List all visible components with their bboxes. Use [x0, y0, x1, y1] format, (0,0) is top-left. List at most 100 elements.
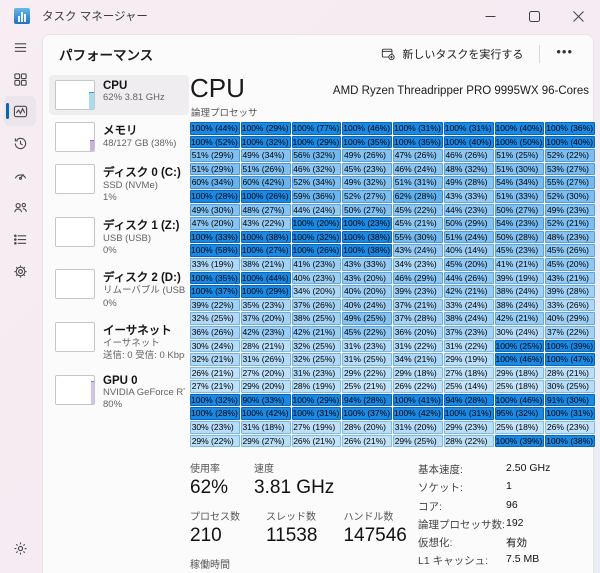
device-subtext: 62% 3.81 GHz: [103, 92, 165, 103]
logical-processor-cell-185: 29% (27%): [240, 434, 291, 448]
device-item-disk1[interactable]: ディスク 1 (Z:) USB (USB) 0%: [49, 212, 189, 263]
logical-processor-cell-17: 49% (34%): [240, 149, 291, 162]
stat-label: 使用率: [190, 464, 220, 476]
device-item-ethernet[interactable]: イーサネット イーサネット 送信: 0 受信: 0 Kbps: [49, 317, 189, 368]
logical-processor-cell-73: 100% (27%): [240, 244, 291, 257]
device-subtext: 0%: [103, 297, 117, 309]
logical-processor-cell-154: 28% (19%): [291, 380, 342, 393]
logical-processor-cell-44: 62% (28%): [393, 189, 443, 203]
logical-processor-cell-169: 100% (42%): [240, 407, 291, 421]
menu-icon[interactable]: [0, 32, 40, 62]
device-item-disk0[interactable]: ディスク 0 (C:) SSD (NVMe) 1%: [49, 159, 189, 210]
logical-processor-cell-96: 100% (37%): [190, 285, 240, 298]
logical-processor-cell-45: 43% (33%): [443, 189, 494, 203]
logical-processor-cell-22: 51% (25%): [494, 149, 545, 162]
logical-processor-cell-97: 100% (29%): [240, 285, 291, 298]
logical-processor-cell-34: 52% (34%): [291, 176, 342, 189]
processes-icon[interactable]: [0, 64, 40, 94]
logical-processor-cell-138: 32% (25%): [291, 353, 342, 366]
logical-processor-cell-141: 29% (19%): [443, 353, 494, 366]
users-icon[interactable]: [0, 192, 40, 222]
logical-processor-cell-21: 46% (26%): [443, 149, 494, 162]
logical-processor-cell-27: 45% (23%): [342, 162, 392, 176]
stat-稼働時間: 稼働時間0:07:24:40: [190, 556, 280, 573]
startup-apps-icon[interactable]: [0, 160, 40, 190]
titlebar: タスク マネージャー: [0, 0, 600, 32]
logical-processor-cell-12: 100% (35%): [393, 135, 443, 149]
logical-processor-cell-48: 49% (30%): [190, 203, 240, 217]
disk2-sparkline: [55, 269, 95, 300]
device-subtext: イーサネット: [103, 338, 160, 350]
logical-processor-cell-190: 100% (39%): [494, 434, 545, 448]
logical-processor-cell-28: 46% (24%): [393, 162, 443, 176]
logical-processor-cell-30: 51% (30%): [494, 162, 545, 176]
logical-processor-cell-181: 29% (23%): [443, 421, 494, 434]
device-item-memory[interactable]: メモリ 48/127 GB (38%): [49, 117, 189, 157]
logical-processor-cell-114: 38% (25%): [291, 312, 342, 325]
performance-icon[interactable]: [4, 96, 36, 126]
run-new-task-label: 新しいタスクを実行する: [402, 49, 524, 61]
logical-processor-cell-90: 40% (23%): [291, 271, 342, 285]
logical-processor-cell-165: 94% (28%): [443, 393, 494, 407]
logical-processor-cell-110: 38% (24%): [494, 298, 545, 312]
logical-processor-cell-64: 100% (33%): [190, 230, 240, 244]
close-icon[interactable]: [556, 0, 600, 32]
logical-processor-cell-153: 29% (20%): [240, 380, 291, 393]
logical-processor-cell-170: 100% (31%): [291, 407, 342, 421]
stat-速度: 速度 3.81 GHz: [254, 460, 334, 499]
logical-processor-cell-105: 35% (23%): [240, 298, 291, 312]
stat-label: 速度: [254, 464, 275, 476]
stat-label: ハンドル数: [343, 512, 394, 524]
header-divider: [539, 45, 541, 63]
detail-value: 7.5 MB: [506, 553, 540, 566]
services-icon[interactable]: [0, 256, 40, 286]
logical-processor-cell-85: 45% (20%): [443, 257, 494, 271]
logical-processor-cell-70: 50% (28%): [494, 230, 545, 244]
logical-processor-cell-3: 100% (46%): [342, 122, 392, 135]
logical-processors-label: 論理プロセッサ: [191, 108, 258, 119]
logical-processor-cell-132: 31% (22%): [393, 339, 443, 353]
logical-processor-cell-127: 37% (22%): [545, 325, 595, 339]
logical-processor-cell-177: 31% (18%): [240, 421, 291, 434]
settings-icon[interactable]: [0, 533, 40, 563]
logical-processor-cell-172: 100% (42%): [393, 407, 443, 421]
logical-processor-cell-128: 30% (24%): [190, 339, 240, 353]
logical-processor-cell-87: 45% (20%): [545, 257, 595, 271]
stat-プロセス数: プロセス数 210: [190, 508, 240, 547]
logical-processor-cell-136: 32% (21%): [190, 353, 240, 366]
logical-processor-cell-123: 45% (22%): [342, 325, 392, 339]
run-new-task-button[interactable]: 新しいタスクを実行する: [371, 41, 533, 67]
logical-processor-cell-66: 100% (32%): [291, 230, 342, 244]
more-options-button[interactable]: •••: [556, 43, 573, 59]
logical-processor-cell-78: 45% (23%): [494, 244, 545, 257]
logical-processor-cell-51: 50% (27%): [342, 203, 392, 217]
logical-processor-cell-147: 29% (22%): [342, 366, 392, 380]
device-item-disk2[interactable]: ディスク 2 (D:) リムーバブル (USB) 0%: [49, 264, 189, 315]
minimize-icon[interactable]: [468, 0, 512, 32]
logical-processor-cell-112: 32% (25%): [190, 312, 240, 325]
logical-processor-cell-47: 52% (30%): [545, 189, 595, 203]
logical-processor-cell-133: 31% (22%): [443, 339, 494, 353]
logical-processor-cell-54: 50% (27%): [494, 203, 545, 217]
memory-sparkline: [55, 122, 95, 152]
maximize-icon[interactable]: [512, 0, 556, 32]
logical-processor-cell-148: 29% (18%): [393, 366, 443, 380]
logical-processor-cell-40: 100% (28%): [190, 189, 240, 203]
details-icon[interactable]: [0, 224, 40, 254]
device-item-cpu[interactable]: CPU 62% 3.81 GHz: [49, 75, 189, 115]
device-title: ディスク 2 (D:): [103, 272, 181, 285]
logical-processor-heatmap[interactable]: 100% (44%) 100% (29%) 100% (77%) 100% (46%)…: [190, 122, 595, 448]
logical-processor-cell-121: 42% (23%): [240, 325, 291, 339]
logical-processor-cell-67: 100% (38%): [342, 230, 392, 244]
logical-processor-cell-41: 100% (26%): [240, 189, 291, 203]
logical-processor-cell-158: 25% (18%): [494, 380, 545, 393]
logical-processor-cell-8: 100% (52%): [190, 135, 240, 149]
logical-processor-cell-163: 94% (28%): [342, 393, 392, 407]
logical-processor-cell-80: 33% (19%): [190, 257, 240, 271]
logical-processor-cell-81: 38% (21%): [240, 257, 291, 271]
logical-processor-cell-57: 43% (22%): [240, 217, 291, 230]
logical-processor-cell-167: 91% (30%): [545, 393, 595, 407]
app-history-icon[interactable]: [0, 128, 40, 158]
logical-processor-cell-135: 100% (39%): [545, 339, 595, 353]
